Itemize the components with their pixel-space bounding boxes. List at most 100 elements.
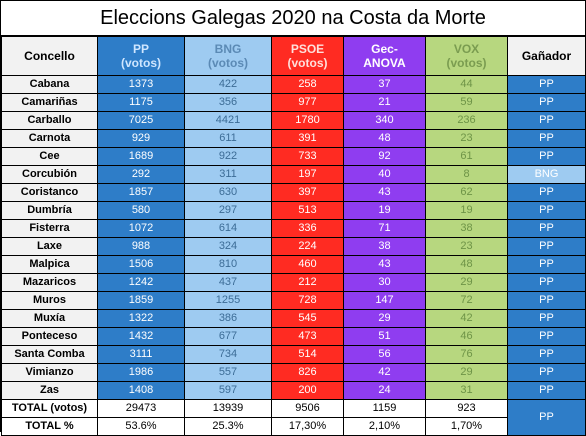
concello-cell: Corcubión bbox=[1, 165, 98, 184]
gec-cell: 19 bbox=[343, 201, 426, 220]
pp-cell: 1408 bbox=[97, 381, 185, 400]
ganador-cell: PP bbox=[507, 273, 586, 292]
bng-cell: 324 bbox=[184, 237, 272, 256]
table-row: Carnota 929 611 391 48 23 PP bbox=[1, 129, 586, 148]
pp-cell: 580 bbox=[97, 201, 185, 220]
gec-cell: 71 bbox=[343, 219, 426, 238]
vox-cell: 44 bbox=[425, 75, 508, 94]
table-row: Ponteceso 1432 677 473 51 46 PP bbox=[1, 327, 586, 346]
psoe-cell: 513 bbox=[271, 201, 344, 220]
bng-cell: 4421 bbox=[184, 111, 272, 130]
ganador-cell: BNG bbox=[507, 165, 586, 184]
concello-cell: Muros bbox=[1, 291, 98, 310]
gec-cell: 40 bbox=[343, 165, 426, 184]
ganador-cell: PP bbox=[507, 129, 586, 148]
gec-cell: 21 bbox=[343, 93, 426, 112]
table-row: Laxe 988 324 224 38 23 PP bbox=[1, 237, 586, 256]
ganador-cell: PP bbox=[507, 255, 586, 274]
pp-cell: 7025 bbox=[97, 111, 185, 130]
bng-cell: 557 bbox=[184, 363, 272, 382]
concello-cell: Muxía bbox=[1, 309, 98, 328]
vox-cell: 72 bbox=[425, 291, 508, 310]
pp-cell: 1859 bbox=[97, 291, 185, 310]
ganador-cell: PP bbox=[507, 75, 586, 94]
pp-cell: 1432 bbox=[97, 327, 185, 346]
psoe-cell: 200 bbox=[271, 381, 344, 400]
ganador-cell: PP bbox=[507, 183, 586, 202]
header-gec-anova: Gec- ANOVA bbox=[343, 36, 426, 76]
concello-cell: Mazaricos bbox=[1, 273, 98, 292]
pp-cell: 1857 bbox=[97, 183, 185, 202]
table-row: Carballo 7025 4421 1780 340 236 PP bbox=[1, 111, 586, 130]
gec-cell: 42 bbox=[343, 363, 426, 382]
concello-cell: Ponteceso bbox=[1, 327, 98, 346]
psoe-cell: 397 bbox=[271, 183, 344, 202]
concello-cell: Cee bbox=[1, 147, 98, 166]
total-pct-row: TOTAL % 53.6% 25.3% 17,30% 2,10% 1,70% bbox=[1, 417, 586, 436]
gec-cell: 24 bbox=[343, 381, 426, 400]
concello-cell: Zas bbox=[1, 381, 98, 400]
bng-cell: 297 bbox=[184, 201, 272, 220]
psoe-cell: 258 bbox=[271, 75, 344, 94]
page-title: Eleccions Galegas 2020 na Costa da Morte bbox=[1, 1, 585, 36]
pp-cell: 1689 bbox=[97, 147, 185, 166]
psoe-cell: 826 bbox=[271, 363, 344, 382]
psoe-cell: 514 bbox=[271, 345, 344, 364]
gec-cell: 43 bbox=[343, 183, 426, 202]
bng-cell: 611 bbox=[184, 129, 272, 148]
bng-cell: 630 bbox=[184, 183, 272, 202]
psoe-cell: 336 bbox=[271, 219, 344, 238]
bng-cell: 614 bbox=[184, 219, 272, 238]
total-pct-vox: 1,70% bbox=[425, 417, 508, 436]
bng-cell: 311 bbox=[184, 165, 272, 184]
psoe-cell: 212 bbox=[271, 273, 344, 292]
gec-cell: 51 bbox=[343, 327, 426, 346]
bng-cell: 734 bbox=[184, 345, 272, 364]
concello-cell: Camariñas bbox=[1, 93, 98, 112]
psoe-cell: 1780 bbox=[271, 111, 344, 130]
results-table: Concello PP (votos) BNG (votos) PSOE (votos… bbox=[1, 36, 586, 436]
pp-cell: 1242 bbox=[97, 273, 185, 292]
vox-cell: 38 bbox=[425, 219, 508, 238]
table-row: Cabana 1373 422 258 37 44 PP bbox=[1, 75, 586, 94]
total-votes-bng: 13939 bbox=[184, 399, 272, 418]
table-row: Santa Comba 3111 734 514 56 76 PP bbox=[1, 345, 586, 364]
vox-cell: 62 bbox=[425, 183, 508, 202]
vox-cell: 19 bbox=[425, 201, 508, 220]
vox-cell: 23 bbox=[425, 129, 508, 148]
total-votes-gec: 1159 bbox=[343, 399, 426, 418]
header-row: Concello PP (votos) BNG (votos) PSOE (votos… bbox=[1, 36, 586, 76]
total-votes-label: TOTAL (votos) bbox=[1, 399, 98, 418]
ganador-cell: PP bbox=[507, 237, 586, 256]
pp-cell: 1175 bbox=[97, 93, 185, 112]
bng-cell: 437 bbox=[184, 273, 272, 292]
concello-cell: Cabana bbox=[1, 75, 98, 94]
bng-cell: 422 bbox=[184, 75, 272, 94]
psoe-cell: 728 bbox=[271, 291, 344, 310]
table-row: Zas 1408 597 200 24 31 PP bbox=[1, 381, 586, 400]
table-row: Fisterra 1072 614 336 71 38 PP bbox=[1, 219, 586, 238]
pp-cell: 929 bbox=[97, 129, 185, 148]
bng-cell: 597 bbox=[184, 381, 272, 400]
table-row: Dumbría 580 297 513 19 19 PP bbox=[1, 201, 586, 220]
gec-cell: 37 bbox=[343, 75, 426, 94]
bng-cell: 810 bbox=[184, 255, 272, 274]
psoe-cell: 545 bbox=[271, 309, 344, 328]
gec-cell: 43 bbox=[343, 255, 426, 274]
gec-cell: 30 bbox=[343, 273, 426, 292]
psoe-cell: 391 bbox=[271, 129, 344, 148]
bng-cell: 677 bbox=[184, 327, 272, 346]
total-pct-psoe: 17,30% bbox=[271, 417, 344, 436]
bng-cell: 356 bbox=[184, 93, 272, 112]
table-row: Cee 1689 922 733 92 61 PP bbox=[1, 147, 586, 166]
pp-cell: 1322 bbox=[97, 309, 185, 328]
pp-cell: 1506 bbox=[97, 255, 185, 274]
concello-cell: Carballo bbox=[1, 111, 98, 130]
concello-cell: Fisterra bbox=[1, 219, 98, 238]
vox-cell: 48 bbox=[425, 255, 508, 274]
gec-cell: 29 bbox=[343, 309, 426, 328]
results-body: Cabana 1373 422 258 37 44 PP Camariñas 1175 356 97… bbox=[1, 75, 586, 400]
total-votes-row: TOTAL (votos) 29473 13939 9506 1159 923 … bbox=[1, 399, 586, 436]
bng-cell: 1255 bbox=[184, 291, 272, 310]
